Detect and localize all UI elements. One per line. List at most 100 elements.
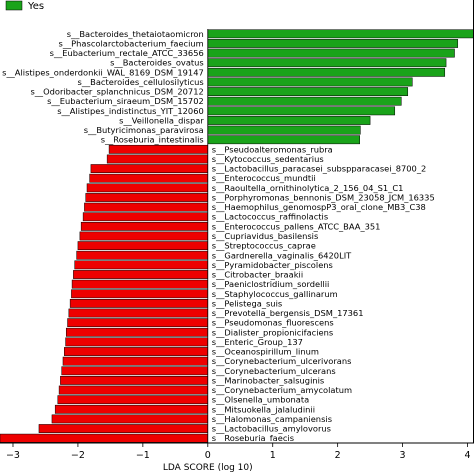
legend: Yes	[5, 0, 44, 12]
bar	[74, 260, 209, 270]
legend-swatch-yes	[5, 0, 23, 11]
bar-label: s__Lactobacillus_amylovorus	[212, 424, 331, 434]
bar	[71, 289, 209, 299]
bar	[60, 376, 209, 385]
bar-label: s__Raoultella_ornithinolytica_2_156_04_S…	[212, 183, 404, 193]
bar	[108, 144, 209, 154]
bar-label: s__Pseudomonas_fluorescens	[212, 318, 334, 328]
bar-label: s__Marinobacter_salsuginis	[212, 375, 325, 385]
bar-label: s__Corynebacterium_ulcerans	[212, 366, 336, 376]
bar-label: s__Phascolarctobacterium_faecium	[59, 38, 204, 48]
bar-label: s__Bacteroides_ovatus	[110, 58, 204, 68]
bar-label: s__Gardnerella_vaginalis_6420LIT	[212, 250, 352, 260]
bar	[62, 356, 209, 366]
bar	[207, 116, 371, 125]
bars-group	[0, 29, 474, 443]
bar-label: s__Lactococcus_raffinolactis	[212, 212, 328, 222]
bar	[86, 183, 209, 193]
bar-label: s__Odoribacter_splanchnicus_DSM_20712	[30, 87, 203, 97]
bar-label: s__Bacteroides_thetaiotaomicron	[67, 29, 204, 39]
bar-label: s__Lactobacillus_paracasei_subspparacase…	[212, 164, 427, 174]
bar	[84, 202, 209, 212]
bar	[207, 48, 455, 58]
bar	[58, 385, 209, 395]
x-tick-label: −2	[71, 450, 85, 461]
bar-label: s__Kytococcus_sedentarius	[212, 154, 324, 164]
bar-label: s__Corynebacterium_ulcerivorans	[212, 356, 352, 366]
bar-label: s__Porphyromonas_bennonis_DSM_23058_JCM_…	[212, 192, 435, 202]
bar	[68, 308, 209, 318]
bar-label: s__Bacteroides_cellulosilyticus	[78, 77, 204, 87]
bar	[207, 39, 459, 48]
bar	[61, 366, 209, 376]
bar-label: s__Oceanospirillum_linum	[212, 347, 319, 357]
bar-label: s__Butyricimonas_paravirosa	[84, 125, 204, 135]
x-tick-label: 3	[400, 450, 406, 461]
bar	[71, 279, 209, 289]
bar	[67, 318, 209, 328]
bar	[80, 221, 209, 231]
bar	[38, 424, 209, 433]
bar-label: s__Staphylococcus_gallinarum	[212, 289, 338, 299]
bar	[51, 414, 209, 424]
bar-label: s__Citrobacter_braakii	[212, 270, 303, 280]
bar-label: s__Eubacterium_rectale_ATCC_33656	[50, 48, 204, 58]
bar	[73, 270, 209, 279]
bar-label: s__Pseudoalteromonas_rubra	[212, 144, 333, 154]
bar-label: s__Roseburia_faecis	[212, 433, 294, 443]
bar-label: s__Roseburia_intestinalis	[101, 135, 204, 145]
bar-label: s__Pelistega_suis	[212, 298, 282, 308]
legend-label-yes: Yes	[27, 1, 44, 12]
x-tick-label: 1	[270, 450, 276, 461]
bar-label: s__Veillonella_dispar	[119, 115, 204, 125]
bar	[65, 337, 209, 347]
bar-label: s__Alistipes_indistinctus_YIT_12060	[57, 106, 204, 116]
bar	[69, 299, 209, 308]
bar	[207, 77, 413, 87]
bar-label: s__Pyramidobacter_piscolens	[212, 260, 333, 270]
bar	[54, 404, 209, 414]
bar-label: s__Alistipes_onderdonkii_WAL_8169_DSM_19…	[2, 67, 204, 77]
x-tick-label: −3	[6, 450, 20, 461]
bar-label: s__Enteric_Group_137	[212, 337, 303, 347]
x-tick-label: 2	[335, 450, 341, 461]
bar	[79, 231, 209, 241]
bar-label: s__Cupriavidus_basilensis	[212, 231, 319, 241]
labels-group: s__Bacteroides_thetaiotaomicrons__Phasco…	[2, 29, 435, 443]
bar-label: s__Enterococcus_pallens_ATCC_BAA_351	[212, 221, 381, 231]
bar-label: s__Dialister_propionicifaciens	[212, 327, 333, 337]
bar	[65, 327, 209, 337]
bar	[207, 125, 361, 135]
bar-label: s__Halomonas_campaniensis	[212, 414, 332, 424]
x-ticks-group: −3 −2 −1 0 1 2 3 4	[6, 443, 471, 461]
bar-label: s__Mitsuokella_jalaludinii	[212, 404, 315, 414]
bar	[207, 58, 447, 68]
bar	[89, 173, 209, 183]
bar-label: s__Streptococcus_caprae	[212, 241, 316, 251]
bar	[207, 29, 474, 39]
bar-label: s__Enterococcus_mundtii	[212, 173, 316, 183]
bar	[207, 87, 409, 96]
bar	[57, 395, 209, 405]
bar-label: s__Olsenella_umbonata	[212, 395, 309, 405]
x-tick-label: −1	[136, 450, 150, 461]
bar	[207, 96, 402, 106]
bar	[64, 347, 209, 356]
bar	[207, 106, 396, 116]
x-tick-label: 4	[464, 450, 470, 461]
bar-label: s__Corynebacterium_amycolatum	[212, 385, 352, 395]
x-axis-label: LDA SCORE (log 10)	[163, 463, 253, 473]
bar	[0, 433, 209, 443]
bar	[207, 135, 360, 145]
bar-label: s__Eubacterium_siraeum_DSM_15702	[47, 96, 204, 106]
bar-label: s__Paeniclostridium_sordellii	[212, 279, 330, 289]
bar	[82, 212, 209, 222]
bar-label: s__Haemophilus_genomospP3_oral_clone_MB3…	[212, 202, 426, 212]
bar-label: s__Prevotella_bergensis_DSM_17361	[212, 308, 364, 318]
bar	[77, 241, 209, 251]
bar	[90, 164, 209, 173]
x-tick-label: 0	[205, 450, 211, 461]
bar	[76, 250, 209, 260]
bar	[207, 67, 446, 77]
